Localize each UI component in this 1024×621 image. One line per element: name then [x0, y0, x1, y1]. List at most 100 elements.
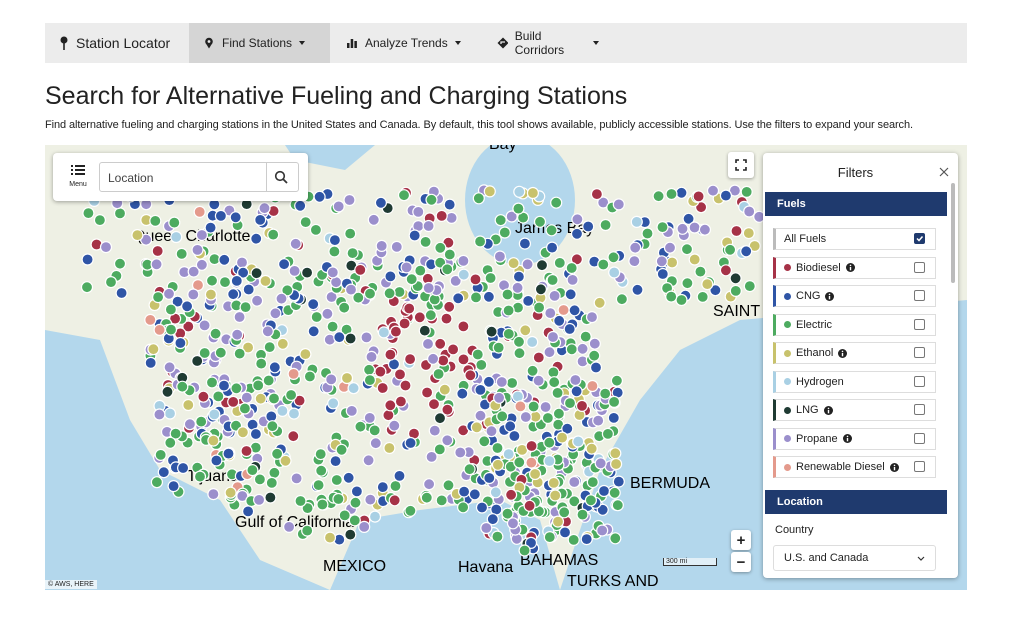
- station-marker[interactable]: [464, 369, 477, 382]
- station-marker[interactable]: [484, 271, 497, 285]
- station-marker[interactable]: [729, 272, 742, 285]
- station-marker[interactable]: [546, 330, 560, 344]
- station-marker[interactable]: [325, 290, 338, 304]
- station-marker[interactable]: [363, 411, 376, 424]
- station-marker[interactable]: [242, 283, 255, 296]
- brand[interactable]: Station Locator: [45, 23, 184, 63]
- station-marker[interactable]: [743, 280, 756, 293]
- station-marker[interactable]: [609, 457, 623, 471]
- station-marker[interactable]: [227, 395, 240, 408]
- station-marker[interactable]: [469, 273, 482, 286]
- station-marker[interactable]: [115, 286, 128, 300]
- station-marker[interactable]: [338, 509, 351, 522]
- station-marker[interactable]: [231, 328, 244, 341]
- station-marker[interactable]: [393, 469, 406, 482]
- station-marker[interactable]: [728, 184, 742, 197]
- station-marker[interactable]: [182, 320, 195, 333]
- station-marker[interactable]: [514, 400, 527, 413]
- fuel-option[interactable]: CNG: [773, 285, 936, 307]
- station-marker[interactable]: [519, 324, 532, 337]
- station-marker[interactable]: [550, 196, 563, 209]
- station-marker[interactable]: [564, 288, 577, 301]
- station-marker[interactable]: [597, 258, 610, 271]
- station-marker[interactable]: [358, 520, 371, 533]
- station-marker[interactable]: [470, 421, 483, 434]
- station-marker[interactable]: [498, 226, 511, 239]
- station-marker[interactable]: [580, 533, 593, 546]
- station-marker[interactable]: [443, 198, 456, 211]
- station-marker[interactable]: [301, 502, 314, 515]
- station-marker[interactable]: [151, 291, 165, 304]
- station-marker[interactable]: [709, 284, 722, 297]
- station-marker[interactable]: [565, 343, 578, 356]
- station-marker[interactable]: [543, 436, 556, 449]
- station-marker[interactable]: [474, 409, 487, 422]
- station-marker[interactable]: [363, 287, 377, 300]
- checkbox[interactable]: [914, 233, 925, 244]
- station-marker[interactable]: [151, 244, 164, 258]
- station-marker[interactable]: [701, 278, 714, 291]
- station-marker[interactable]: [253, 493, 266, 506]
- station-marker[interactable]: [482, 375, 495, 388]
- station-marker[interactable]: [164, 303, 178, 316]
- station-marker[interactable]: [496, 410, 509, 423]
- station-marker[interactable]: [271, 447, 284, 460]
- station-marker[interactable]: [255, 357, 268, 370]
- station-marker[interactable]: [183, 418, 196, 431]
- station-marker[interactable]: [512, 335, 526, 348]
- station-marker[interactable]: [281, 284, 294, 297]
- station-marker[interactable]: [218, 253, 231, 266]
- station-marker[interactable]: [398, 317, 411, 330]
- station-marker[interactable]: [586, 476, 599, 489]
- station-marker[interactable]: [553, 256, 566, 270]
- fuel-option[interactable]: Hydrogen: [773, 370, 936, 393]
- station-marker[interactable]: [696, 290, 709, 303]
- station-marker[interactable]: [293, 394, 306, 407]
- station-marker[interactable]: [153, 323, 166, 336]
- station-marker[interactable]: [113, 207, 127, 220]
- search-icon[interactable]: [274, 170, 288, 184]
- station-marker[interactable]: [471, 348, 484, 361]
- station-marker[interactable]: [310, 310, 323, 324]
- station-marker[interactable]: [599, 218, 612, 232]
- station-marker[interactable]: [376, 481, 389, 494]
- fullscreen-button[interactable]: [728, 152, 754, 178]
- station-marker[interactable]: [719, 264, 733, 277]
- station-marker[interactable]: [233, 310, 246, 324]
- station-marker[interactable]: [566, 273, 579, 286]
- station-marker[interactable]: [438, 383, 451, 396]
- station-marker[interactable]: [485, 425, 498, 438]
- station-marker[interactable]: [313, 190, 326, 203]
- fuel-option[interactable]: Ethanol: [773, 342, 936, 364]
- station-marker[interactable]: [149, 214, 162, 228]
- station-marker[interactable]: [506, 376, 519, 390]
- station-marker[interactable]: [377, 326, 390, 339]
- station-marker[interactable]: [585, 442, 598, 455]
- station-marker[interactable]: [532, 374, 545, 387]
- station-marker[interactable]: [326, 320, 339, 333]
- station-marker[interactable]: [518, 544, 531, 557]
- station-marker[interactable]: [193, 205, 206, 219]
- station-marker[interactable]: [240, 391, 253, 404]
- station-marker[interactable]: [443, 248, 456, 261]
- station-marker[interactable]: [162, 287, 176, 300]
- station-marker[interactable]: [719, 189, 733, 202]
- checkbox[interactable]: [914, 347, 925, 358]
- station-marker[interactable]: [533, 215, 547, 228]
- station-marker[interactable]: [512, 202, 525, 215]
- station-marker[interactable]: [239, 301, 252, 314]
- station-marker[interactable]: [363, 363, 376, 376]
- station-marker[interactable]: [742, 226, 755, 240]
- station-marker[interactable]: [447, 343, 460, 356]
- station-marker[interactable]: [676, 222, 689, 235]
- station-marker[interactable]: [283, 520, 296, 533]
- station-marker[interactable]: [582, 220, 595, 233]
- station-marker[interactable]: [344, 227, 357, 240]
- station-marker[interactable]: [548, 289, 561, 302]
- station-marker[interactable]: [374, 196, 387, 209]
- station-marker[interactable]: [568, 475, 581, 489]
- info-icon[interactable]: [845, 263, 855, 272]
- station-marker[interactable]: [287, 430, 300, 443]
- station-marker[interactable]: [491, 530, 504, 543]
- station-marker[interactable]: [502, 327, 515, 340]
